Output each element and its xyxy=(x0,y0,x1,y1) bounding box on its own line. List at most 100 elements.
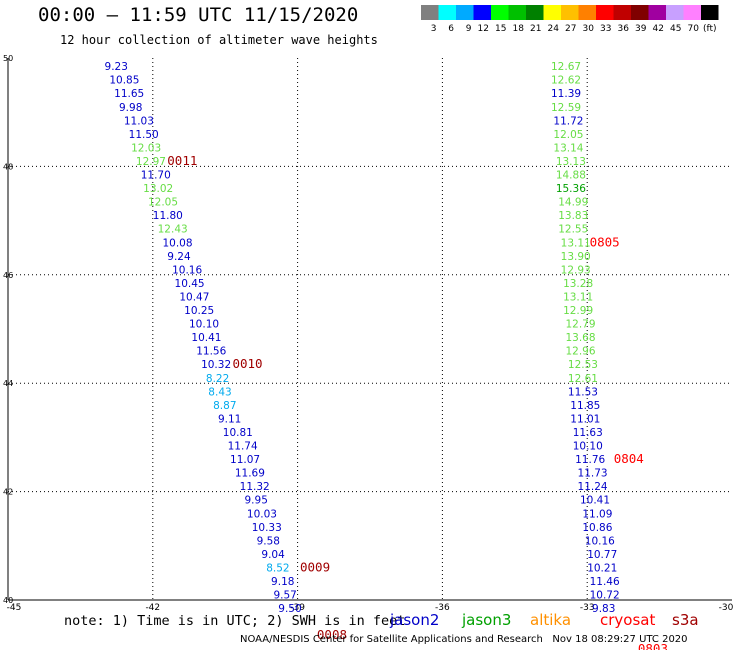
wave-height-label: 12.43 xyxy=(158,224,188,236)
wave-height-label: 14.88 xyxy=(556,170,586,182)
wave-height-label: 10.25 xyxy=(184,305,214,317)
wave-height-label: 11.53 xyxy=(568,386,598,398)
color-scale-label: 39 xyxy=(635,24,647,34)
legend-cryosat: cryosat xyxy=(600,611,655,629)
wave-height-label: 12.67 xyxy=(551,61,581,73)
color-scale-label: 24 xyxy=(548,24,560,34)
wave-height-label: 10.77 xyxy=(587,549,617,561)
pass-time-label: 0008 xyxy=(317,627,347,642)
pass-time-label: 0803 xyxy=(638,641,668,650)
color-scale-label: 6 xyxy=(448,24,454,34)
y-tick-label: 46 xyxy=(3,271,13,280)
color-swatch xyxy=(543,5,561,20)
chart-title: 00:00 – 11:59 UTC 11/15/2020 xyxy=(38,4,359,26)
wave-height-label: 11.72 xyxy=(553,115,583,127)
wave-height-label: 11.03 xyxy=(124,115,154,127)
wave-height-label: 15.36 xyxy=(556,183,586,195)
x-tick-label: -33 xyxy=(580,603,595,613)
wave-height-label: 13.13 xyxy=(556,156,586,168)
pass-time-label: 0010 xyxy=(232,356,262,371)
note-text: note: 1) Time is in UTC; 2) SWH is in fe… xyxy=(64,613,405,629)
wave-height-label: 12.05 xyxy=(553,129,583,141)
wave-height-label: 12.59 xyxy=(551,102,581,114)
wave-height-label: 11.32 xyxy=(240,481,270,493)
wave-height-label: 10.10 xyxy=(189,319,219,331)
pass-time-label: 0011 xyxy=(167,153,197,168)
wave-height-label: 11.74 xyxy=(228,441,258,453)
wave-height-label: 9.98 xyxy=(119,102,142,114)
color-scale-label: 12 xyxy=(478,24,489,34)
color-scale-label: 33 xyxy=(600,24,611,34)
wave-height-label: 13.14 xyxy=(553,142,583,154)
y-tick-label: 44 xyxy=(3,379,13,388)
color-swatch xyxy=(421,5,439,20)
wave-height-label: 13.28 xyxy=(563,278,593,290)
wave-height-label: 12.53 xyxy=(568,359,598,371)
wave-height-label: 11.24 xyxy=(578,481,608,493)
wave-height-label: 14.99 xyxy=(558,197,588,209)
color-swatch xyxy=(666,5,684,20)
y-tick-label: 48 xyxy=(3,162,13,171)
wave-height-label: 12.55 xyxy=(558,224,588,236)
color-scale-label: 27 xyxy=(565,24,576,34)
wave-height-label: 11.69 xyxy=(235,468,265,480)
chart-grid xyxy=(8,58,732,600)
wave-height-label: 9.57 xyxy=(273,590,296,602)
wave-height-label: 11.63 xyxy=(573,427,603,439)
wave-height-label: 10.08 xyxy=(162,237,192,249)
wave-height-label: 10.41 xyxy=(580,495,610,507)
legend-jason3: jason3 xyxy=(461,611,511,629)
wave-height-label: 8.87 xyxy=(213,400,236,412)
wave-height-label: 11.85 xyxy=(570,400,600,412)
wave-height-label: 9.83 xyxy=(592,603,615,615)
color-scale-label: 70 xyxy=(688,24,700,34)
legend-s3a: s3a xyxy=(672,611,699,629)
color-scale-label: 18 xyxy=(513,24,525,34)
x-tick-label: -42 xyxy=(145,603,160,613)
color-swatch xyxy=(438,5,456,20)
wave-height-label: 8.52 xyxy=(266,562,289,574)
wave-height-label: 11.56 xyxy=(196,346,226,358)
wave-height-label: 13.83 xyxy=(558,210,588,222)
wave-height-label: 13.11 xyxy=(561,237,591,249)
color-swatch xyxy=(596,5,614,20)
wave-height-label: 10.41 xyxy=(191,332,221,344)
wave-height-label: 9.23 xyxy=(105,61,128,73)
color-swatch xyxy=(473,5,491,20)
wave-height-label: 11.80 xyxy=(153,210,183,222)
color-scale-label: 9 xyxy=(466,24,472,34)
wave-height-label: 9.24 xyxy=(167,251,191,263)
wave-height-label: 11.76 xyxy=(575,454,605,466)
color-swatch xyxy=(491,5,509,20)
x-tick-label: -45 xyxy=(7,603,22,613)
wave-height-label: 11.65 xyxy=(114,88,144,100)
wave-height-label: 10.32 xyxy=(201,359,231,371)
color-swatch xyxy=(508,5,526,20)
pass-time-label: 0805 xyxy=(590,234,620,249)
wave-height-label: 12.79 xyxy=(565,319,595,331)
wave-height-label: 10.16 xyxy=(172,264,202,276)
color-swatch xyxy=(648,5,666,20)
wave-height-label: 12.96 xyxy=(565,346,595,358)
wave-height-label: 10.81 xyxy=(223,427,253,439)
wave-height-label: 11.39 xyxy=(551,88,581,100)
color-scale-legend: 3 6 9 12 15 18 21 24 27 30 33 36 39 42 45 70 (ft) xyxy=(421,5,719,34)
wave-height-label: 13.11 xyxy=(563,291,593,303)
wave-height-label: 13.90 xyxy=(561,251,591,263)
wave-height-label: 13.02 xyxy=(143,183,173,195)
color-scale-label: (ft) xyxy=(703,24,717,34)
wave-height-label: 10.21 xyxy=(587,562,617,574)
wave-height-label: 10.85 xyxy=(109,75,139,87)
satellite-legend: note: 1) Time is in UTC; 2) SWH is in fe… xyxy=(64,611,699,629)
wave-height-label: 11.70 xyxy=(141,170,171,182)
wave-height-label: 12.99 xyxy=(563,305,593,317)
color-swatch xyxy=(701,5,719,20)
wave-height-label: 11.01 xyxy=(570,413,600,425)
x-tick-label: -30 xyxy=(719,603,734,613)
color-scale-label: 3 xyxy=(431,24,437,34)
wave-height-label: 9.04 xyxy=(261,549,285,561)
color-swatch xyxy=(613,5,631,20)
wave-height-label: 11.50 xyxy=(129,129,159,141)
